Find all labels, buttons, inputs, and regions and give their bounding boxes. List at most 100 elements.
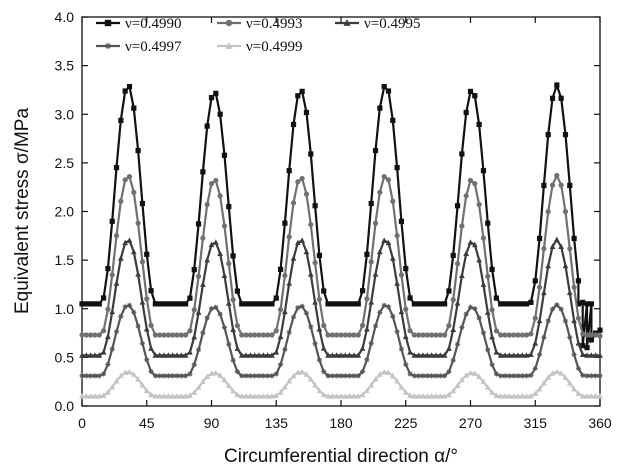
- data-point: [398, 272, 405, 278]
- data-point: [152, 301, 158, 307]
- data-point: [493, 328, 499, 334]
- data-point: [476, 121, 482, 128]
- plot-frame: [81, 16, 601, 407]
- data-point: [290, 200, 297, 206]
- data-point: [238, 393, 245, 399]
- data-point: [471, 241, 478, 248]
- data-point: [122, 369, 129, 375]
- data-point: [411, 393, 418, 399]
- data-point: [265, 332, 271, 338]
- data-point: [187, 392, 193, 398]
- y-tick-label: 0.0: [55, 398, 75, 414]
- data-point: [489, 307, 495, 313]
- data-point: [584, 332, 590, 338]
- data-point: [415, 393, 422, 399]
- data-point: [385, 304, 392, 310]
- data-point: [303, 191, 310, 197]
- data-point: [597, 373, 603, 379]
- x-tick-label: 225: [394, 415, 418, 431]
- data-point: [286, 234, 292, 240]
- data-point: [579, 392, 586, 399]
- data-point: [247, 352, 254, 358]
- y-tick-label: 1.0: [55, 301, 75, 317]
- data-point: [109, 308, 116, 315]
- data-point: [355, 332, 361, 338]
- data-point: [260, 301, 266, 307]
- data-point: [467, 88, 474, 94]
- data-point: [269, 373, 275, 379]
- data-point: [104, 42, 112, 50]
- x-tick-label: 360: [588, 415, 612, 431]
- data-point: [273, 392, 280, 398]
- legend-label: ν=0.4990: [125, 16, 182, 32]
- data-point: [450, 297, 456, 303]
- data-point: [143, 326, 150, 332]
- data-point: [476, 315, 482, 321]
- data-point: [165, 352, 172, 358]
- series-line: [82, 172, 601, 338]
- data-point: [131, 105, 137, 111]
- data-point: [290, 255, 297, 261]
- data-point: [575, 278, 582, 284]
- data-point: [390, 313, 396, 319]
- data-point: [204, 123, 210, 129]
- data-point: [446, 288, 452, 294]
- data-point: [144, 296, 150, 302]
- data-point: [372, 220, 379, 226]
- data-point: [96, 393, 103, 399]
- data-point: [118, 198, 124, 204]
- data-point: [282, 346, 288, 353]
- data-point: [96, 373, 102, 379]
- data-point: [195, 309, 202, 315]
- data-point: [243, 332, 249, 338]
- x-tick-label: 315: [524, 415, 548, 431]
- data-point: [92, 332, 98, 338]
- data-point: [476, 201, 482, 208]
- data-point: [230, 357, 236, 363]
- data-point: [139, 299, 146, 305]
- data-point: [390, 117, 396, 123]
- data-point: [83, 332, 89, 338]
- data-point: [273, 295, 279, 301]
- data-point: [260, 352, 267, 358]
- data-point: [389, 372, 396, 379]
- data-point: [118, 117, 124, 123]
- data-point: [541, 182, 547, 189]
- data-point: [588, 352, 595, 358]
- data-point: [307, 271, 314, 277]
- data-point: [553, 368, 560, 375]
- data-point: [467, 369, 474, 376]
- data-point: [463, 372, 470, 378]
- data-point: [558, 182, 564, 188]
- data-point: [541, 334, 547, 341]
- data-point: [156, 393, 163, 399]
- y-tick-label: 1.5: [55, 252, 75, 268]
- data-point: [157, 301, 163, 307]
- data-point: [554, 172, 560, 179]
- data-point: [476, 373, 482, 380]
- data-point: [226, 261, 232, 267]
- data-point: [394, 280, 400, 286]
- data-point: [88, 301, 94, 307]
- data-point: [113, 165, 120, 171]
- series-1: [79, 81, 603, 351]
- data-point: [385, 239, 392, 246]
- data-point: [403, 306, 409, 312]
- data-point: [424, 332, 430, 338]
- data-point: [385, 177, 392, 183]
- data-point: [588, 373, 594, 379]
- data-point: [208, 306, 215, 312]
- data-point: [519, 332, 525, 338]
- data-point: [450, 387, 457, 394]
- data-point: [510, 352, 517, 358]
- data-point: [338, 352, 344, 358]
- x-tick-label: 270: [459, 415, 483, 431]
- data-point: [217, 111, 223, 117]
- data-point: [251, 393, 258, 399]
- data-point: [441, 393, 448, 399]
- data-point: [480, 168, 487, 174]
- data-point: [183, 332, 189, 338]
- data-point: [269, 301, 275, 307]
- y-tick-label: 4.0: [55, 9, 75, 25]
- data-point: [131, 189, 137, 195]
